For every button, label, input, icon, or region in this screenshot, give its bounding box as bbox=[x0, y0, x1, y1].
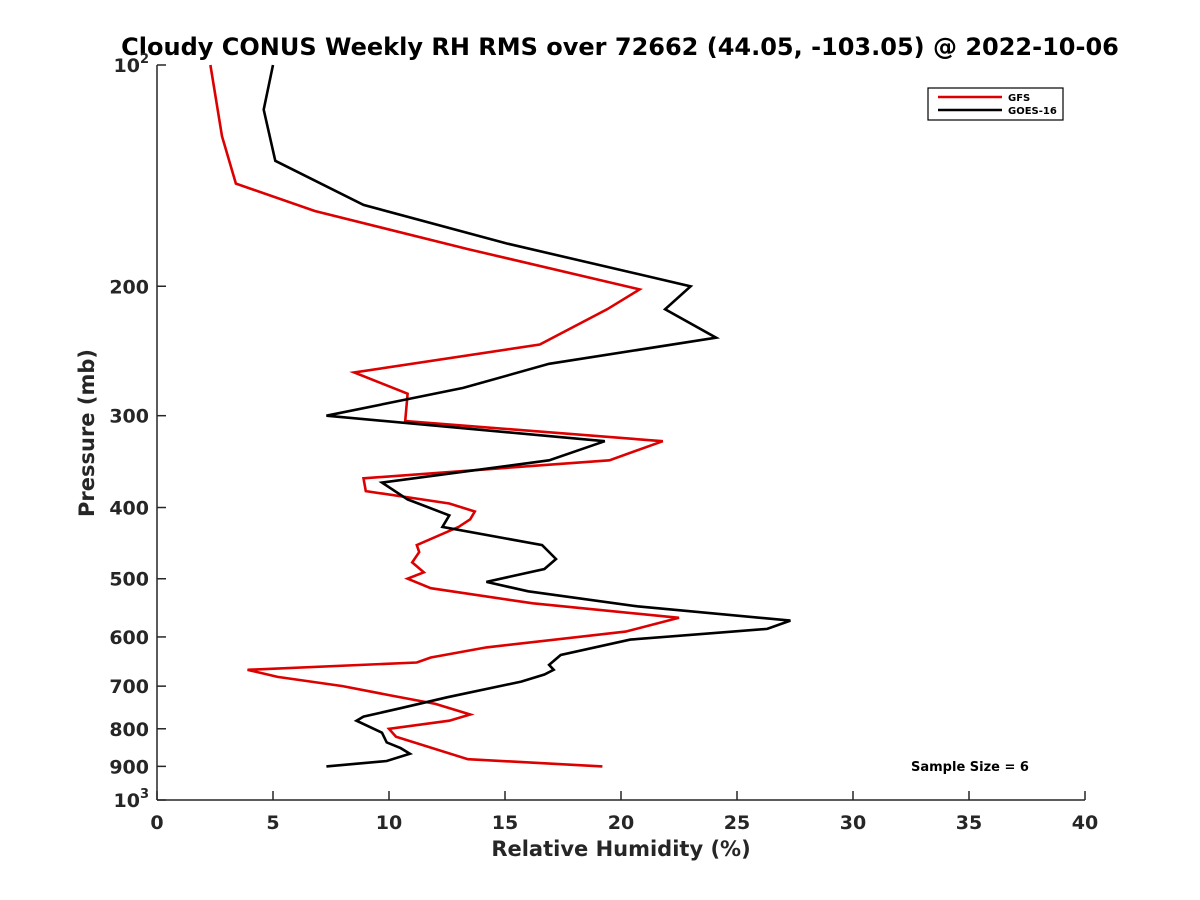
legend-box bbox=[927, 87, 1064, 121]
legend-label-goes16: GOES-16 bbox=[1008, 106, 1057, 117]
y-tick-label: 300 bbox=[109, 406, 149, 428]
series-line-goes16 bbox=[262, 64, 791, 768]
x-tick-label: 10 bbox=[376, 812, 402, 834]
y-tick-label: 500 bbox=[109, 569, 149, 591]
x-axis-label: Relative Humidity (%) bbox=[491, 837, 750, 861]
y-tick-label: 700 bbox=[109, 676, 149, 698]
y-tick-label: 200 bbox=[109, 276, 149, 298]
plot-area bbox=[156, 65, 1085, 801]
y-axis-ticks: 102 200 300 400 500 600 700 800 900 103 bbox=[109, 52, 166, 812]
x-tick-label: 30 bbox=[840, 812, 866, 834]
x-tick-label: 40 bbox=[1072, 812, 1098, 834]
series-lines bbox=[209, 64, 791, 768]
y-tick-label: 103 bbox=[114, 787, 150, 812]
sample-size-annotation: Sample Size = 6 bbox=[911, 760, 1029, 775]
y-tick-label: 600 bbox=[109, 627, 149, 649]
series-line-gfs bbox=[209, 64, 680, 768]
y-tick-label: 900 bbox=[109, 756, 149, 778]
x-tick-label: 25 bbox=[724, 812, 750, 834]
legend: GFS GOES-16 bbox=[927, 87, 1064, 121]
x-axis-ticks: 0 5 10 15 20 25 30 35 40 bbox=[150, 791, 1098, 834]
y-tick-label: 800 bbox=[109, 719, 149, 741]
x-tick-label: 20 bbox=[608, 812, 634, 834]
x-tick-label: 15 bbox=[492, 812, 518, 834]
x-tick-label: 5 bbox=[266, 812, 279, 834]
y-tick-label: 102 bbox=[114, 52, 150, 77]
chart-title: Cloudy CONUS Weekly RH RMS over 72662 (4… bbox=[121, 33, 1119, 61]
legend-label-gfs: GFS bbox=[1008, 93, 1030, 104]
x-tick-label: 35 bbox=[956, 812, 982, 834]
x-tick-label: 0 bbox=[150, 812, 163, 834]
y-tick-label: 400 bbox=[109, 498, 149, 520]
y-axis-label: Pressure (mb) bbox=[75, 349, 99, 517]
